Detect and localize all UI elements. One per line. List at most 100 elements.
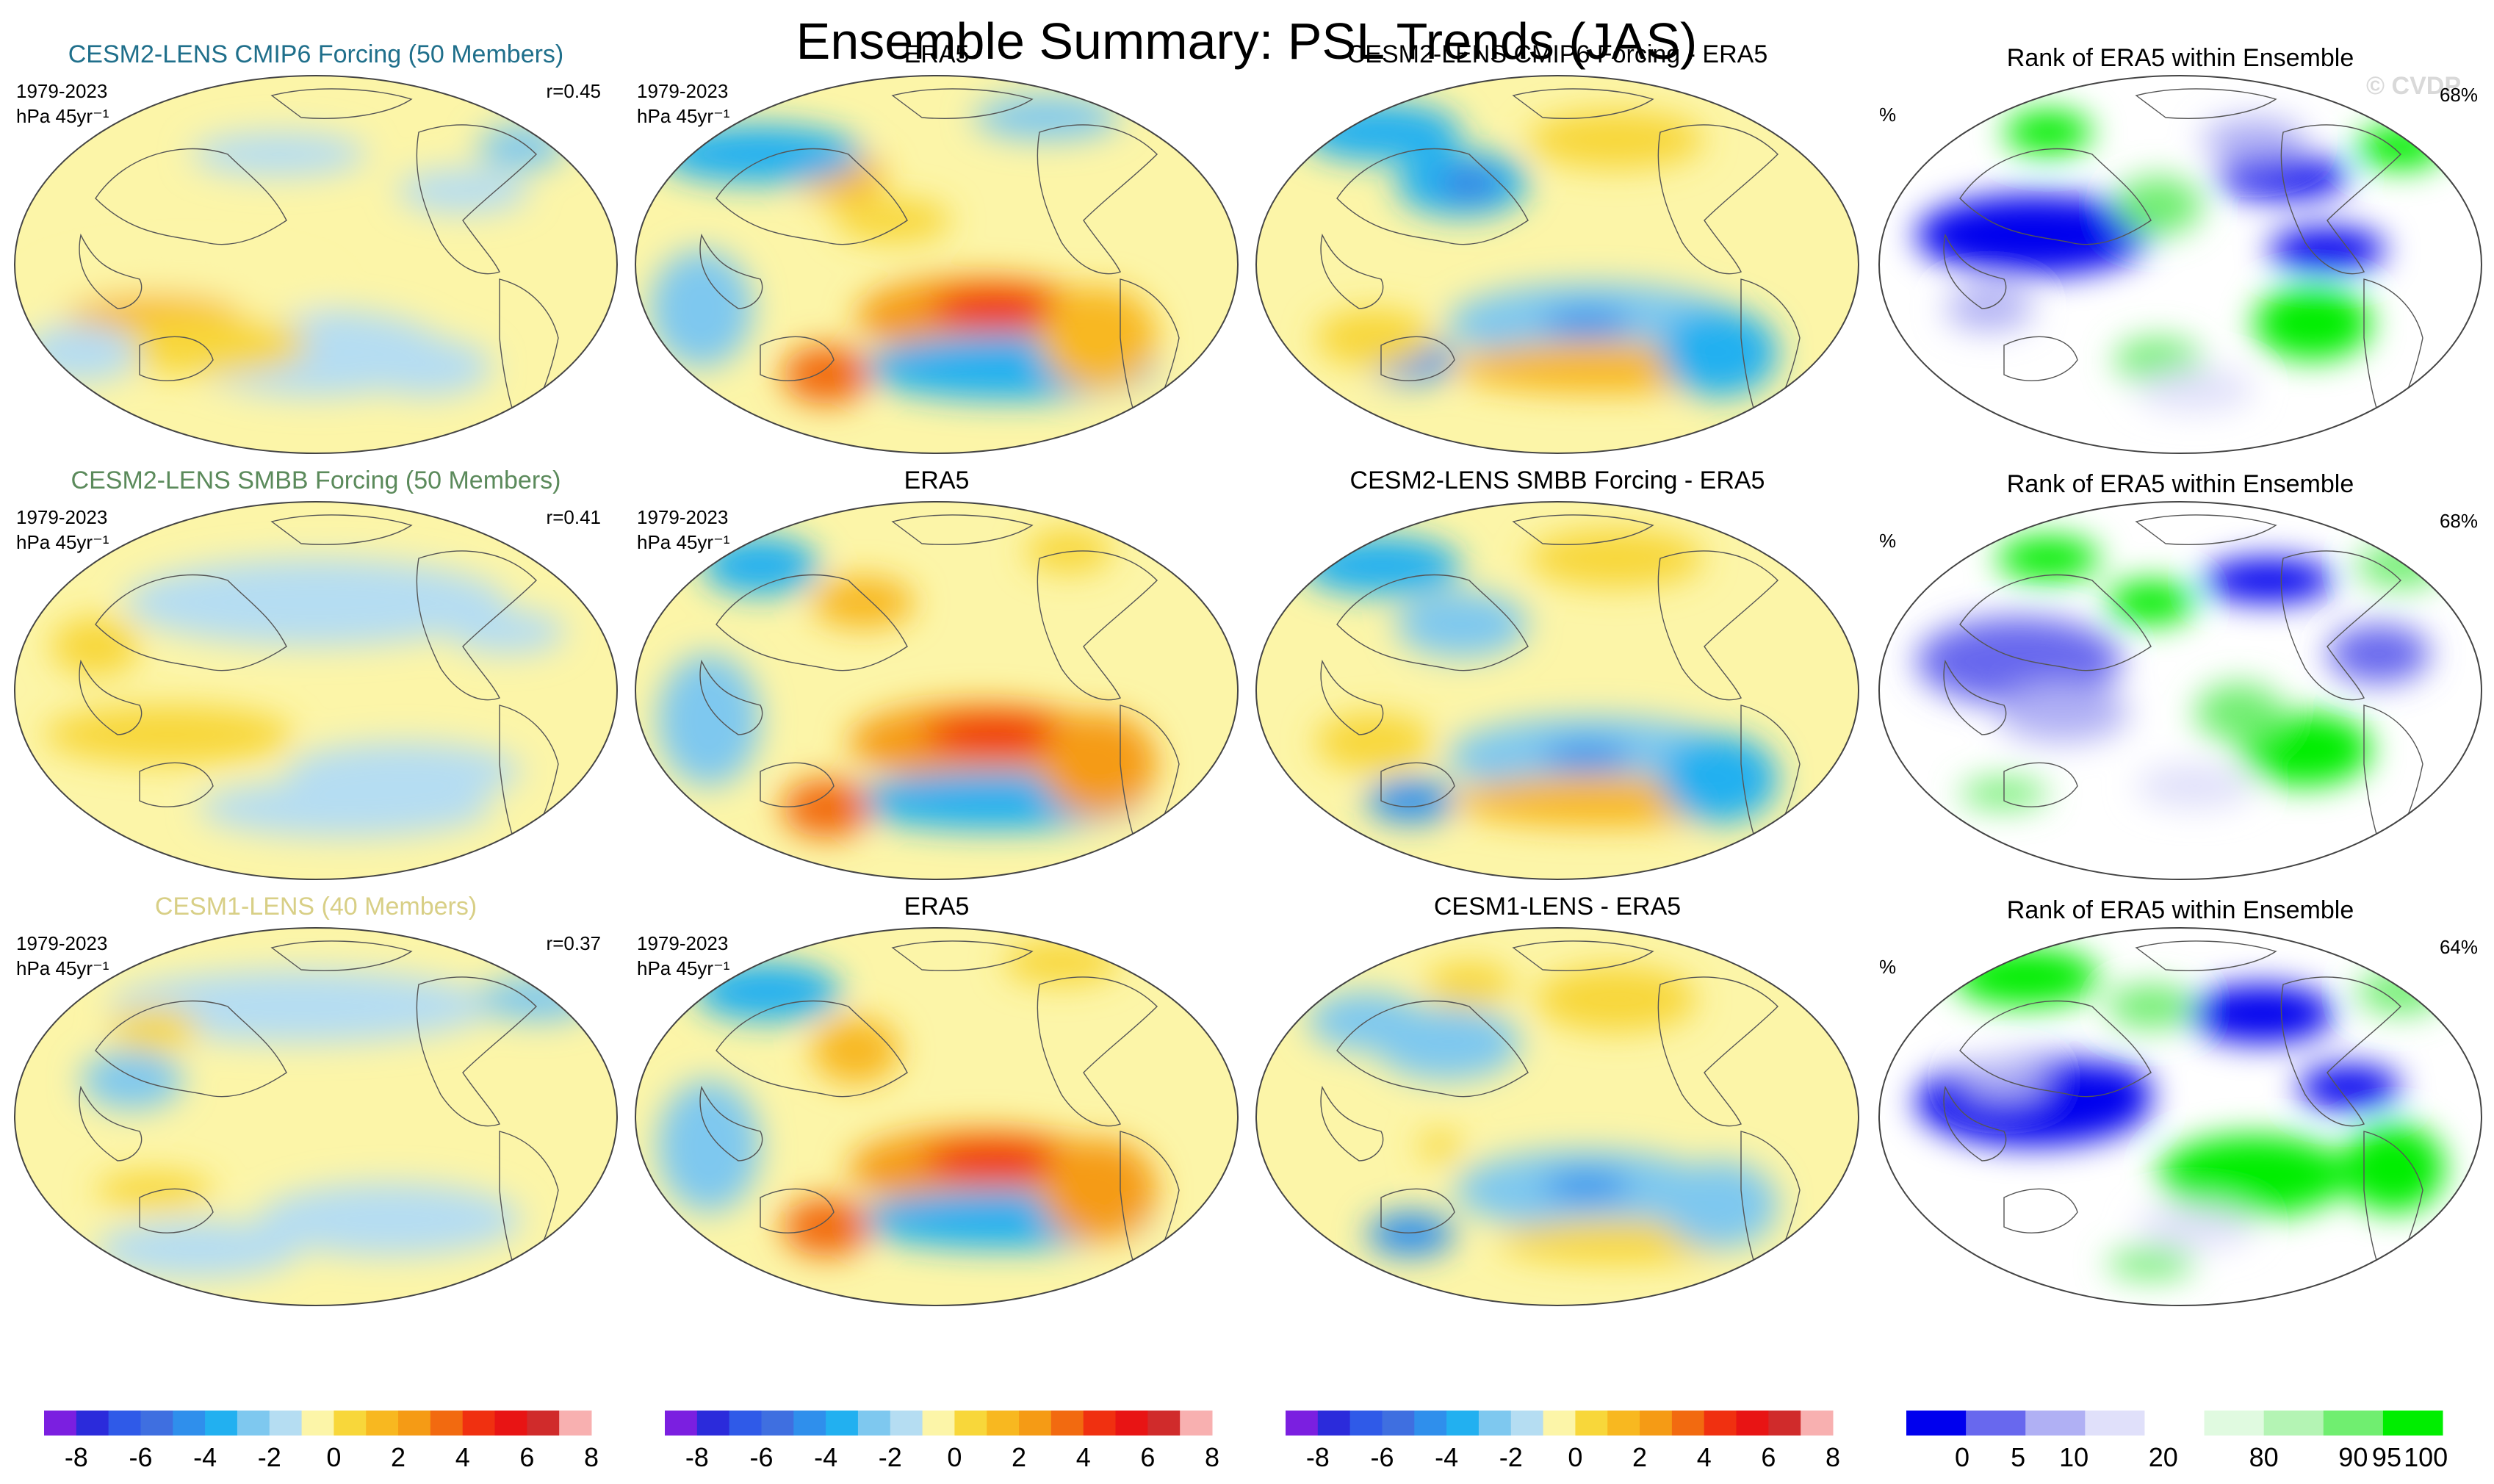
rank-panel-title: Rank of ERA5 within Ensemble <box>2007 896 2354 924</box>
coastlines <box>1320 940 1801 1287</box>
rank-percent-label: 68% <box>2440 84 2478 106</box>
model-contour-blob <box>257 1183 522 1256</box>
rank-contour-blob <box>2114 176 2202 235</box>
coastline <box>760 1188 835 1233</box>
obs-contour-blob <box>812 1017 900 1084</box>
colorbar-swatch <box>1575 1411 1608 1436</box>
colorbar-swatch <box>205 1411 238 1436</box>
obs-contour-blob <box>812 577 915 628</box>
trend-colorbar-2: -8 -6 -4 -2 0 2 4 6 8 <box>665 1411 1219 1472</box>
rank-units-label: % <box>1879 530 1896 552</box>
model-contour-blob <box>51 617 140 676</box>
diff-contour-blob <box>1543 742 1631 771</box>
coastline <box>270 940 413 971</box>
coastline <box>1512 940 1654 971</box>
map-border <box>1255 927 1859 1306</box>
coastline <box>1512 514 1654 545</box>
rank-contour-blob <box>2202 558 2335 602</box>
obs-contour-blob <box>1025 529 1113 573</box>
coastline <box>79 1085 143 1161</box>
model-contour-blob <box>22 323 140 382</box>
model-contour-blob <box>397 169 529 213</box>
rank-colorbar: 0 5 10 20 80 90 95 100 <box>1906 1411 2448 1472</box>
units-label: hPa 45yr⁻¹ <box>637 957 730 979</box>
coastline <box>79 659 143 735</box>
colorbar-tick-label: -8 <box>65 1442 88 1472</box>
coastline <box>1943 233 2007 309</box>
map-border <box>1255 75 1859 454</box>
colorbar-swatch <box>301 1411 334 1436</box>
coastline <box>1037 124 1158 275</box>
map-border <box>1255 501 1859 880</box>
colorbar-tick-label: 2 <box>1012 1442 1026 1472</box>
correlation-label: r=0.41 <box>547 506 601 528</box>
map-border <box>1878 501 2482 880</box>
coastline <box>1320 1085 1384 1161</box>
colorbar-swatch <box>1543 1411 1576 1436</box>
rank-contour-blob <box>2195 683 2283 742</box>
coastline <box>1959 1000 2152 1098</box>
rank-contour-blob <box>2342 1124 2445 1212</box>
colorbar-tick-label: -4 <box>1435 1442 1458 1472</box>
obs-contour-blob <box>782 779 871 838</box>
colorbar-tick-label: 6 <box>519 1442 534 1472</box>
colorbar-tick-label: 8 <box>1826 1442 1840 1472</box>
coastline <box>2003 762 2078 807</box>
coastline <box>1657 550 1778 701</box>
coastline <box>760 336 835 381</box>
colorbar-swatch <box>1966 1411 2026 1436</box>
coastlines <box>79 514 559 861</box>
colorbar-tick-label: -2 <box>879 1442 902 1472</box>
colorbar-tick-label: 20 <box>2149 1442 2178 1472</box>
coastline <box>416 550 537 701</box>
rank-contour-blob <box>2107 1249 2195 1278</box>
model-contour-blob <box>191 132 367 176</box>
model-trend-panel: CESM2-LENS SMBB Forcing (50 Members) 1979… <box>14 467 618 880</box>
coastline <box>79 233 143 309</box>
colorbar-swatch <box>1704 1411 1737 1436</box>
model-contour-blob <box>110 970 492 1043</box>
obs-contour-blob <box>922 1139 1069 1183</box>
coastlines <box>1943 514 2423 861</box>
coastline <box>891 514 1034 545</box>
obs-contour-blob <box>782 345 871 404</box>
rank-contour-blob <box>2202 118 2305 162</box>
colorbar-tick-label: 0 <box>947 1442 962 1472</box>
colorbar-swatch <box>826 1411 859 1436</box>
obs-contour-blob <box>834 198 951 242</box>
colorbar-swatch <box>1736 1411 1769 1436</box>
colorbar-swatch <box>269 1411 303 1436</box>
colorbar-tick-label: 90 <box>2338 1442 2368 1472</box>
colorbar-tick-label: 4 <box>455 1442 470 1472</box>
units-label: hPa 45yr⁻¹ <box>637 531 730 553</box>
rank-contour-blob <box>2107 984 2195 1029</box>
coastline <box>1336 148 1529 245</box>
diff-contour-blob <box>1315 713 1432 771</box>
colorbar-tick-label: 2 <box>391 1442 406 1472</box>
rank-contour-blob <box>2136 1205 2254 1249</box>
colorbar-swatch <box>987 1411 1020 1436</box>
coastline <box>1959 148 2152 245</box>
coastlines <box>1320 514 1801 861</box>
correlation-label: r=0.45 <box>547 80 601 102</box>
period-label: 1979-2023 <box>16 80 107 102</box>
obs-contour-blob <box>1003 940 1120 984</box>
colorbar-swatch <box>1478 1411 1512 1436</box>
colorbar-swatch <box>1671 1411 1705 1436</box>
coastlines <box>1943 88 2423 435</box>
model-contour-blob <box>477 977 595 1021</box>
coastline <box>891 940 1034 971</box>
coastline <box>1512 88 1654 119</box>
obs-contour-blob <box>1039 287 1157 389</box>
colorbar-swatch <box>237 1411 270 1436</box>
period-label: 1979-2023 <box>637 932 728 954</box>
obs-contour-blob <box>973 96 1120 140</box>
colorbar-swatch <box>140 1411 173 1436</box>
trend-colorbar-1: -8 -6 -4 -2 0 2 4 6 8 <box>44 1411 599 1472</box>
map-border <box>1878 927 2482 1306</box>
rank-contour-blob <box>1953 948 2100 1006</box>
colorbar-swatch <box>559 1411 592 1436</box>
rank-contour-blob <box>2357 544 2445 588</box>
period-label: 1979-2023 <box>637 506 728 528</box>
